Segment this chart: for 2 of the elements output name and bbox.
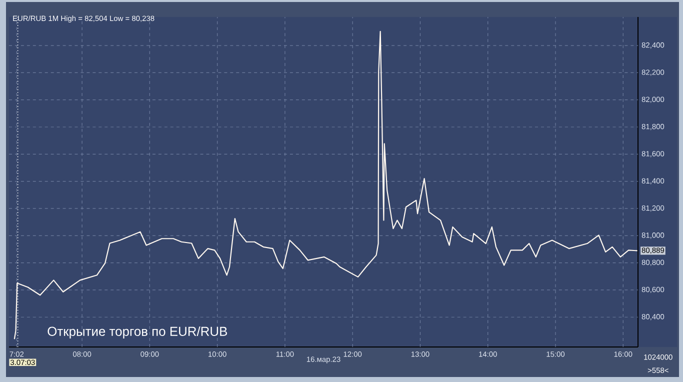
annotation: Открытие торгов по EUR/RUB	[48, 326, 227, 339]
line-series	[14, 30, 638, 340]
